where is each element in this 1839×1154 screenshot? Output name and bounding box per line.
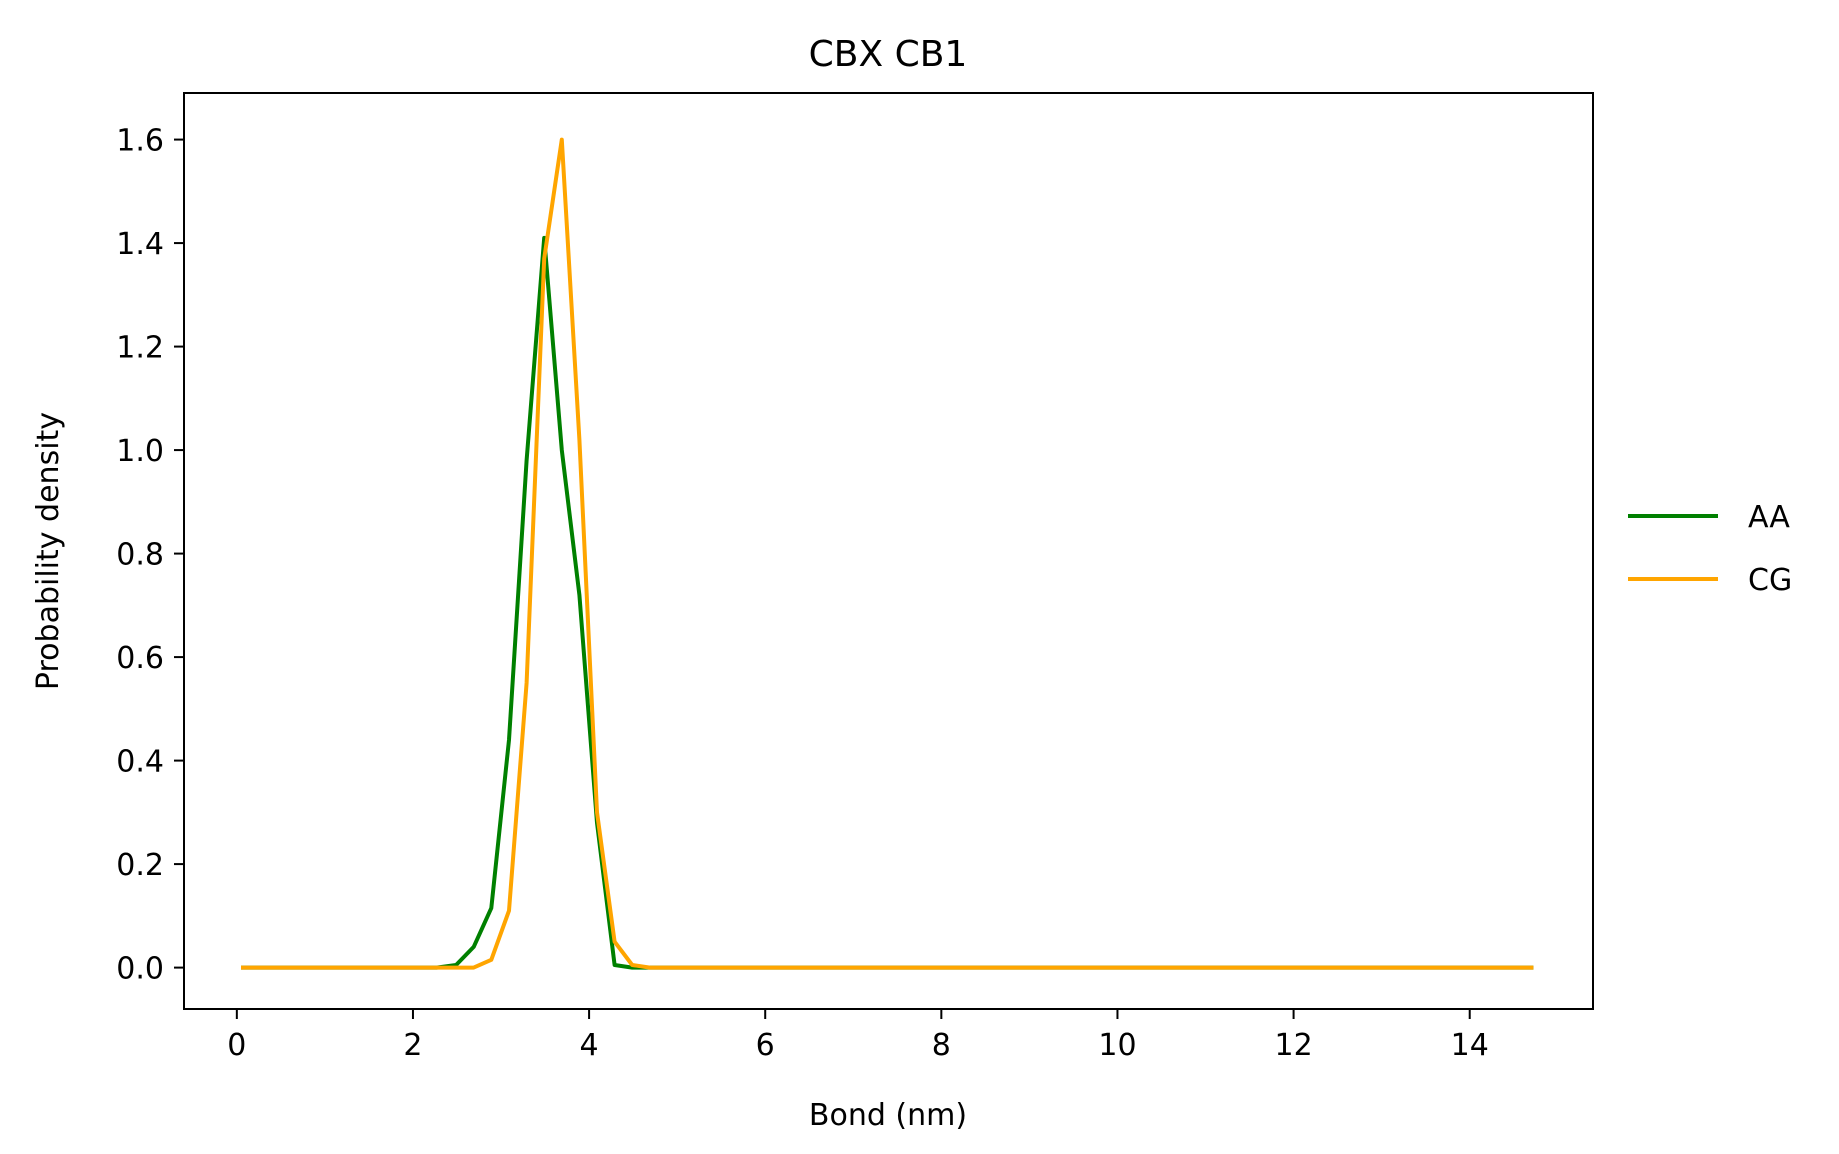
x-axis: 0 2 4 6 8 10 12 14 <box>227 1009 1489 1063</box>
x-tick-label: 4 <box>580 1028 599 1063</box>
chart-title: CBX CB1 <box>809 34 968 75</box>
series-layer <box>241 137 1534 970</box>
y-tick-label: 0.4 <box>116 745 164 780</box>
x-tick-label: 12 <box>1274 1028 1312 1063</box>
x-tick-label: 2 <box>403 1028 422 1063</box>
x-tick-label: 6 <box>756 1028 775 1063</box>
legend-label-aa: AA <box>1748 500 1790 535</box>
series-line-cg <box>241 137 1534 970</box>
legend-label-cg: CG <box>1748 563 1792 598</box>
series-line-aa <box>241 235 1534 970</box>
legend: AA CG <box>1628 500 1792 598</box>
y-tick-label: 1.4 <box>116 227 164 262</box>
x-tick-label: 8 <box>932 1028 951 1063</box>
y-tick-label: 0.6 <box>116 641 164 676</box>
y-axis-label: Probability density <box>31 412 66 690</box>
y-tick-label: 0.8 <box>116 538 164 573</box>
y-tick-label: 1.2 <box>116 331 164 366</box>
plot-frame <box>183 92 1594 1010</box>
x-tick-label: 14 <box>1451 1028 1489 1063</box>
y-tick-label: 1.0 <box>116 434 164 469</box>
x-tick-label: 0 <box>227 1028 246 1063</box>
y-tick-label: 0.0 <box>116 952 164 987</box>
y-axis: 0.0 0.2 0.4 0.6 0.8 1.0 1.2 1.4 1.6 <box>116 124 184 987</box>
y-tick-label: 0.2 <box>116 848 164 883</box>
x-tick-label: 10 <box>1098 1028 1136 1063</box>
x-axis-label: Bond (nm) <box>809 1098 967 1133</box>
y-tick-label: 1.6 <box>116 124 164 159</box>
